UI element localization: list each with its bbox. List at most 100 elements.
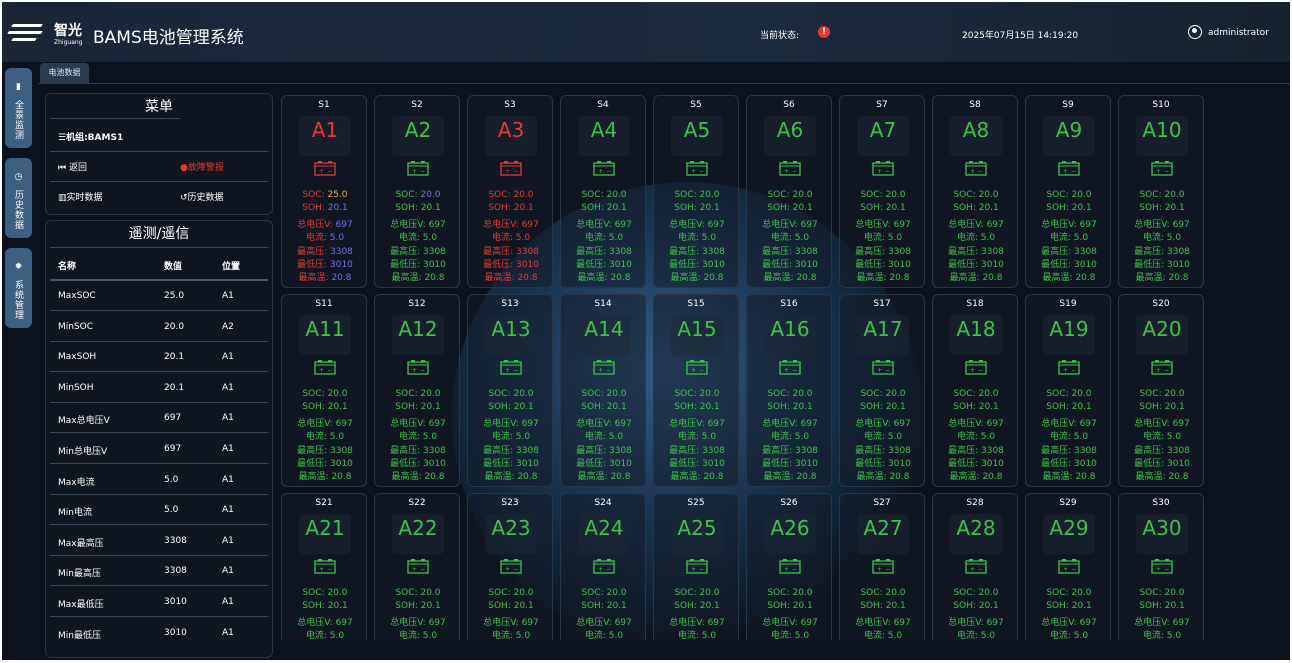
field-2: 总电压V: 697 xyxy=(297,617,353,628)
field-6: 最高温: 20.8 xyxy=(949,273,1003,284)
battery-card-A23[interactable]: S23 A23 + − SOC: 20.0 SOH: 20.1 总电压V: 697 电流:… xyxy=(467,493,553,641)
field-4: 最高压: 3308 xyxy=(1134,246,1190,257)
battery-card-A25[interactable]: S25 A25 + − SOC: 20.0 SOH: 20.1 总电压V: 697 电流:… xyxy=(653,493,739,641)
svg-text:−: − xyxy=(513,367,518,374)
nav-history[interactable]: ◷ 历史数据 xyxy=(5,158,32,238)
history-data-button[interactable]: ↺历史数据 xyxy=(180,193,224,203)
row-name: MaxSOC xyxy=(58,291,96,301)
field-2: 总电压V: 697 xyxy=(669,617,725,628)
battery-card-A12[interactable]: S12 A12 + − SOC: 20.0 SOH: 20.1 总电压V: 697 电流:… xyxy=(374,294,460,487)
battery-card-A16[interactable]: S16 A16 + − SOC: 20.0 SOH: 20.1 总电压V: 697 电流:… xyxy=(746,294,832,487)
battery-card-A20[interactable]: S20 A20 + − SOC: 20.0 SOH: 20.1 总电压V: 697 电流:… xyxy=(1118,294,1204,487)
battery-card-A3[interactable]: S3 A3 + − SOC: 20.0 SOH: 20.1 总电压V: 697 电流: 5… xyxy=(467,95,553,288)
row-position: A1 xyxy=(222,413,234,424)
field-4: 最高压: 3308 xyxy=(669,246,725,257)
card-inner xyxy=(671,514,723,554)
battery-icon: + − xyxy=(407,559,429,574)
field-1: SOH: 20.1 xyxy=(674,601,720,612)
battery-name: A6 xyxy=(776,118,804,142)
battery-card-A8[interactable]: S8 A8 + − SOC: 20.0 SOH: 20.1 总电压V: 697 电流: 5… xyxy=(932,95,1018,288)
divider xyxy=(50,247,268,248)
field-2: 总电压V: 697 xyxy=(669,219,725,230)
row-name: Max最高压 xyxy=(58,538,104,549)
svg-text:+: + xyxy=(1063,566,1068,573)
battery-card-A30[interactable]: S30 A30 + − SOC: 20.0 SOH: 20.1 总电压V: 697 电流:… xyxy=(1118,493,1204,641)
field-2: 总电压V: 697 xyxy=(576,418,632,429)
battery-card-A18[interactable]: S18 A18 + − SOC: 20.0 SOH: 20.1 总电压V: 697 电流:… xyxy=(932,294,1018,487)
svg-text:+: + xyxy=(691,566,696,573)
svg-text:+: + xyxy=(691,168,696,175)
battery-card-A11[interactable]: S11 A11 + − SOC: 20.0 SOH: 20.1 总电压V: 697 电流:… xyxy=(281,294,367,487)
battery-card-A10[interactable]: S10 A10 + − SOC: 20.0 SOH: 20.1 总电压V: 697 电流:… xyxy=(1118,95,1204,288)
divider xyxy=(50,340,268,342)
field-3: 电流: 5.0 xyxy=(1142,233,1182,244)
battery-card-A24[interactable]: S24 A24 + − SOC: 20.0 SOH: 20.1 总电压V: 697 电流:… xyxy=(560,493,646,641)
field-1: SOH: 20.1 xyxy=(302,203,348,214)
field-0: SOC: 20.0 xyxy=(860,190,906,200)
svg-text:−: − xyxy=(420,367,425,374)
battery-card-A13[interactable]: S13 A13 + − SOC: 20.0 SOH: 20.1 总电压V: 697 电流:… xyxy=(467,294,553,487)
field-6: 最高温: 20.8 xyxy=(298,472,352,483)
svg-text:−: − xyxy=(885,168,890,175)
battery-icon: + − xyxy=(779,161,801,176)
battery-card-A15[interactable]: S15 A15 + − SOC: 20.0 SOH: 20.1 总电压V: 697 电流:… xyxy=(653,294,739,487)
battery-icon: + − xyxy=(500,360,522,375)
nav-system[interactable]: ✹ 系统管理 xyxy=(5,248,32,328)
field-5: 最低压: 3010 xyxy=(669,260,725,270)
slot-id: S27 xyxy=(873,498,891,508)
row-name: Min最低压 xyxy=(58,630,101,641)
field-2: 总电压V: 697 xyxy=(855,219,911,230)
field-1: SOH: 20.1 xyxy=(1046,601,1092,612)
card-inner xyxy=(764,514,816,554)
battery-card-A2[interactable]: S2 A2 + − SOC: 20.0 SOH: 20.1 总电压V: 697 电流: 5… xyxy=(374,95,460,288)
svg-text:−: − xyxy=(792,566,797,573)
field-0: SOC: 20.0 xyxy=(488,389,534,399)
card-inner xyxy=(1043,116,1095,156)
back-button[interactable]: ⏮ 返回 xyxy=(58,163,87,173)
alert-circle-icon[interactable]: ! xyxy=(818,26,830,38)
menu-title: 菜单 xyxy=(145,99,173,115)
field-6: 最高温: 20.8 xyxy=(856,273,910,284)
field-5: 最低压: 3010 xyxy=(297,459,353,469)
battery-card-A28[interactable]: S28 A28 + − SOC: 20.0 SOH: 20.1 总电压V: 697 电流:… xyxy=(932,493,1018,641)
battery-card-A6[interactable]: S6 A6 + − SOC: 20.0 SOH: 20.1 总电压V: 697 电流: 5… xyxy=(746,95,832,288)
card-inner xyxy=(1136,116,1188,156)
battery-card-A26[interactable]: S26 A26 + − SOC: 20.0 SOH: 20.1 总电压V: 697 电流:… xyxy=(746,493,832,641)
nav-panorama[interactable]: ▮ 全景监测 xyxy=(5,68,32,148)
divider xyxy=(50,181,268,182)
field-0: SOC: 20.0 xyxy=(395,190,441,200)
slot-id: S29 xyxy=(1059,498,1077,508)
battery-card-A9[interactable]: S9 A9 + − SOC: 20.0 SOH: 20.1 总电压V: 697 电流: 5… xyxy=(1025,95,1111,288)
field-2: 总电压V: 697 xyxy=(390,617,446,628)
tab-battery-data[interactable]: 电池数据 xyxy=(40,63,89,83)
svg-text:+: + xyxy=(691,367,696,374)
battery-card-A4[interactable]: S4 A4 + − SOC: 20.0 SOH: 20.1 总电压V: 697 电流: 5… xyxy=(560,95,646,288)
divider xyxy=(50,310,268,311)
svg-text:−: − xyxy=(1164,168,1169,175)
row-value: 25.0 xyxy=(164,291,185,301)
fault-alarm-button[interactable]: ●故障警报 xyxy=(180,163,224,173)
battery-card-A1[interactable]: S1 A1 + − SOC: 25.0 SOH: 20.1 总电压V: 697 电流: 5… xyxy=(281,95,367,288)
username[interactable]: administrator xyxy=(1208,28,1269,38)
svg-text:−: − xyxy=(1071,566,1076,573)
field-4: 最高压: 3308 xyxy=(297,246,353,257)
battery-card-A29[interactable]: S29 A29 + − SOC: 20.0 SOH: 20.1 总电压V: 697 电流:… xyxy=(1025,493,1111,642)
battery-card-A19[interactable]: S19 A19 + − SOC: 20.0 SOH: 20.1 总电压V: 697 电流:… xyxy=(1025,294,1111,487)
battery-card-A5[interactable]: S5 A5 + − SOC: 20.0 SOH: 20.1 总电压V: 697 电流: 5… xyxy=(653,95,739,288)
battery-card-A22[interactable]: S22 A22 + − SOC: 20.0 SOH: 20.1 总电压V: 697 电流:… xyxy=(374,493,460,641)
user-icon[interactable] xyxy=(1188,25,1202,39)
card-inner xyxy=(671,315,723,355)
realtime-data-button[interactable]: ▥实时数据 xyxy=(58,193,103,203)
battery-card-A21[interactable]: S21 A21 + − SOC: 20.0 SOH: 20.1 总电压V: 697 电流:… xyxy=(281,493,367,641)
battery-card-A14[interactable]: S14 A14 + − SOC: 20.0 SOH: 20.1 总电压V: 697 电流:… xyxy=(560,294,646,487)
field-0: SOC: 20.0 xyxy=(581,190,627,200)
field-3: 电流: 5.0 xyxy=(1049,631,1089,642)
battery-card-A7[interactable]: S7 A7 + − SOC: 20.0 SOH: 20.1 总电压V: 697 电流: 5… xyxy=(839,95,925,288)
field-3: 电流: 5.0 xyxy=(491,432,531,443)
row-name: Min总电压V xyxy=(58,447,108,457)
battery-card-A17[interactable]: S17 A17 + − SOC: 20.0 SOH: 20.1 总电压V: 697 电流:… xyxy=(839,294,925,487)
brand: 智光 Zhiguang xyxy=(54,23,83,46)
battery-card-A27[interactable]: S27 A27 + − SOC: 20.0 SOH: 20.1 总电压V: 697 电流:… xyxy=(839,493,925,641)
battery-icon: + − xyxy=(686,161,708,176)
